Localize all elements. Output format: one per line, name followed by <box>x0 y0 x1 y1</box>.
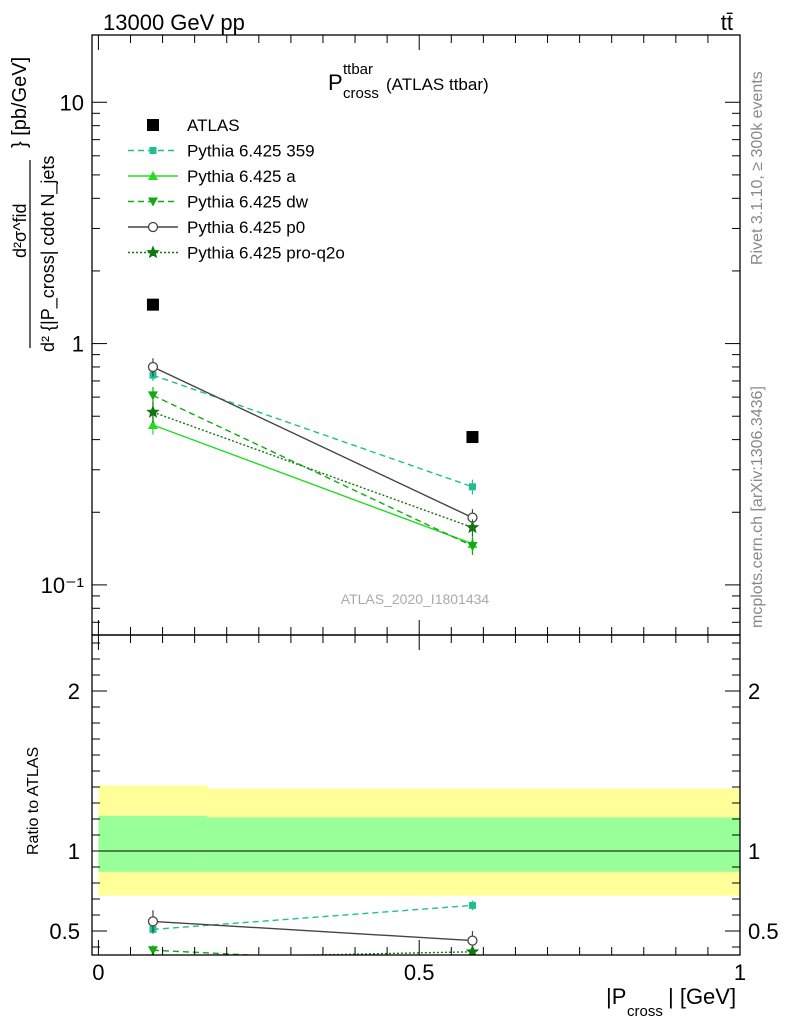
y-axis-bracket-unit: } [pb/GeV] <box>9 57 31 148</box>
legend-entry-1-label: Pythia 6.425 359 <box>187 142 315 161</box>
legend-entry-3-marker <box>148 197 158 207</box>
x-axis-label: |P cross | [GeV] <box>606 984 736 1020</box>
ratio-y-label: Ratio to ATLAS <box>25 747 42 855</box>
ratio-ytick-label-right-2: 2 <box>748 679 760 704</box>
ratio-series-0-point-1 <box>468 901 476 909</box>
xtick-label-2: 1 <box>734 960 746 985</box>
title-subscript: cross <box>343 85 379 102</box>
ratio-ytick-label-left-2: 2 <box>68 679 80 704</box>
series-3-point-1 <box>467 541 478 551</box>
main-ytick-label-1: 1 <box>72 332 84 357</box>
y-axis-denominator: d² {|P_cross| cdot N_jets <box>38 156 59 352</box>
legend-entry-0-label: ATLAS <box>187 116 240 135</box>
series-5-point-1 <box>465 520 480 534</box>
legend: ATLAS Pythia 6.425 359 Pythia 6.425 a Pythi… <box>128 116 345 263</box>
xtick-label-1: 0.5 <box>404 960 435 985</box>
ratio-series-3-point-1 <box>467 935 478 946</box>
ratio-series-2-point-0 <box>147 946 158 955</box>
ratio-series-4-point-0 <box>151 951 155 955</box>
ratio-band-inner-1 <box>207 817 740 872</box>
main-series-layer <box>146 298 480 556</box>
series-4-line <box>152 366 473 519</box>
rivet-label: Rivet 3.1.10, ≥ 300k events <box>749 71 766 265</box>
legend-entry-1-marker <box>149 147 157 154</box>
title-symbol: P <box>328 70 343 95</box>
series-5-point-0 <box>146 405 160 418</box>
ratio-series-layer <box>147 900 480 971</box>
ratio-ytick-label-left-0: 0.5 <box>49 919 80 944</box>
ratio-series-1-point-1 <box>467 958 477 967</box>
series-5-line <box>152 411 473 529</box>
x-label-suffix: | [GeV] <box>668 984 736 1009</box>
ratio-series-2-point-1 <box>467 962 477 971</box>
series-0-point-1 <box>466 431 479 444</box>
x-label-sub: cross <box>627 1003 663 1020</box>
x-label-prefix: |P <box>606 984 626 1009</box>
ratio-ytick-label-right-0: 0.5 <box>748 919 779 944</box>
ratio-band-inner-0 <box>98 815 208 872</box>
legend-entry-4-label: Pythia 6.425 p0 <box>187 218 305 237</box>
legend-entry-5-marker <box>146 245 160 259</box>
y-axis-numerator: d²σ^fid <box>10 203 30 258</box>
series-2-point-0 <box>147 419 158 429</box>
legend-entry-4-marker <box>147 221 159 233</box>
legend-entry-3-label: Pythia 6.425 dw <box>187 193 309 212</box>
legend-entry-0-marker <box>147 119 159 131</box>
series-4-point-0 <box>147 361 159 373</box>
ratio-series-3-point-0 <box>147 916 159 927</box>
series-1-point-1 <box>468 483 476 491</box>
series-1-line <box>152 374 473 488</box>
main-title: P ttbar cross (ATLAS ttbar) <box>328 61 489 102</box>
ratio-ytick-label-right-1: 1 <box>748 839 760 864</box>
title-suffix: (ATLAS ttbar) <box>386 75 489 94</box>
title-superscript: ttbar <box>343 61 373 78</box>
main-ytick-label-2: 10 <box>60 90 84 115</box>
ratio-series-0-line <box>152 904 473 931</box>
series-3-point-0 <box>147 391 158 401</box>
series-0-point-0 <box>146 298 159 311</box>
main-ytick-label-0: 10⁻¹ <box>41 573 84 598</box>
mcplots-label: mcplots.cern.ch [arXiv:1306.3436] <box>749 386 766 628</box>
legend-entry-2-label: Pythia 6.425 a <box>187 167 296 186</box>
series-3-line <box>152 394 473 547</box>
ratio-series-3-line <box>152 920 473 942</box>
legend-entry-2-marker <box>148 171 158 180</box>
analysis-watermark: ATLAS_2020_I1801434 <box>341 591 490 607</box>
xtick-label-0: 0 <box>92 960 104 985</box>
energy-label: 13000 GeV pp <box>103 10 245 35</box>
ratio-series-1-point-0 <box>152 954 154 955</box>
process-label: tt̄ <box>721 10 733 35</box>
legend-entry-5-label: Pythia 6.425 pro-q2o <box>187 244 345 263</box>
ratio-series-2-line <box>152 949 263 955</box>
y-axis-label: } [pb/GeV] d²σ^fid d² {|P_cross| cdot N_… <box>9 57 59 352</box>
series-2-line <box>152 424 473 545</box>
ratio-ytick-label-left-1: 1 <box>68 839 80 864</box>
ratio-uncertainty-bands <box>92 785 740 896</box>
ratio-panel-frame <box>91 634 741 956</box>
